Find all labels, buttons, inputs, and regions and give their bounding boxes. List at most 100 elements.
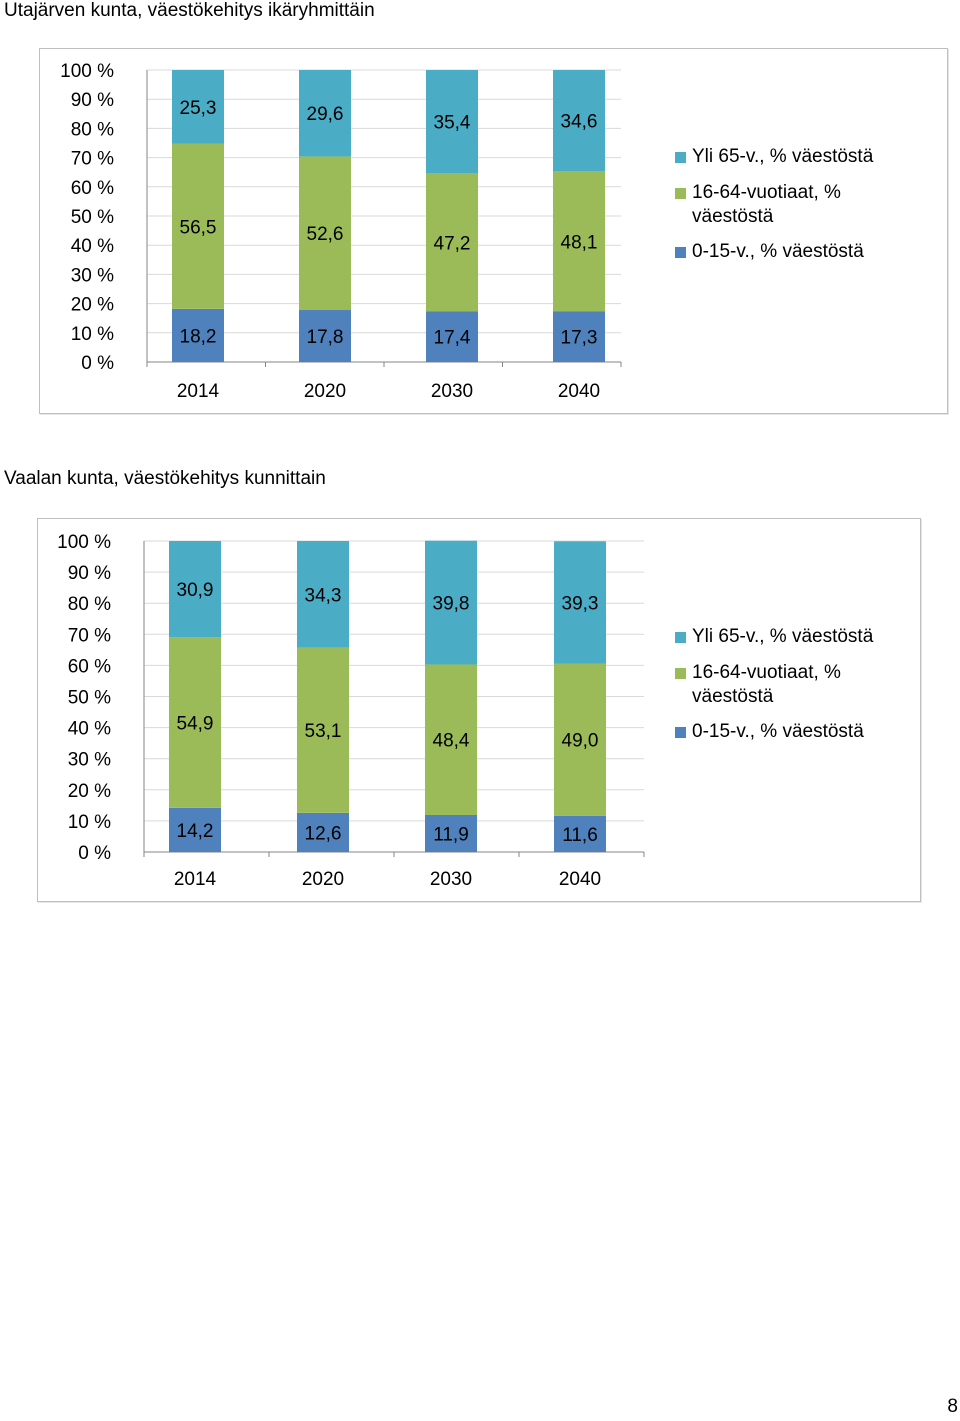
y-tick-label: 0 % [78, 843, 111, 864]
bar-segment-16-64-2014 [169, 637, 221, 808]
legend-item-over-65: Yli 65-v., % väestöstä [675, 145, 873, 169]
x-tick-label: 2040 [558, 381, 600, 402]
legend-swatch-0-15 [675, 727, 686, 738]
chart-2-legend: Yli 65-v., % väestöstä 16-64-vuotiaat, %… [675, 625, 873, 744]
data-label: 39,8 [433, 594, 470, 615]
bar-segment-16-64-2040 [554, 663, 606, 816]
x-tick-label: 2020 [304, 381, 346, 402]
data-label: 48,4 [433, 731, 470, 752]
chart-2-frame: 100 % 90 % 80 % 70 % 60 % 50 % 40 % 30 % 20 % 10 … [37, 518, 921, 902]
chart-2-plot: 100 % 90 % 80 % 70 % 60 % 50 % 40 % 30 % 20 % 10 … [57, 532, 645, 890]
bar-segment-0-15-2040 [553, 311, 605, 362]
legend-swatch-16-64 [675, 188, 686, 199]
legend-label-over-65: Yli 65-v., % väestöstä [692, 146, 874, 167]
data-label: 25,3 [180, 98, 217, 119]
legend-swatch-over-65 [675, 152, 686, 163]
legend-label-16-64-line1: 16-64-vuotiaat, % [692, 662, 841, 683]
y-tick-label: 100 % [60, 61, 114, 82]
legend-swatch-16-64 [675, 668, 686, 679]
bar-segment-over-65-2014 [172, 70, 224, 144]
bar-segment-over-65-2014 [169, 541, 221, 638]
y-tick-label: 90 % [71, 90, 114, 111]
x-tick-label: 2040 [559, 869, 601, 890]
x-tick-label: 2020 [302, 869, 344, 890]
y-tick-label: 10 % [71, 324, 114, 345]
y-tick-label: 70 % [71, 149, 114, 170]
data-label: 47,2 [434, 233, 471, 254]
data-label: 53,1 [305, 721, 342, 742]
x-tick-label: 2030 [430, 869, 472, 890]
data-label: 17,3 [561, 328, 598, 349]
data-label: 39,3 [562, 593, 599, 614]
bar-segment-over-65-2040 [553, 70, 605, 172]
y-tick-label: 50 % [68, 688, 111, 709]
data-label: 34,3 [305, 585, 342, 606]
legend-label-16-64-line2: väestöstä [692, 206, 774, 227]
y-tick-label: 40 % [71, 236, 114, 257]
bar-segment-over-65-2020 [297, 541, 349, 648]
bar-segment-over-65-2020 [299, 70, 351, 157]
y-tick-label: 60 % [68, 656, 111, 677]
x-tick-label: 2014 [174, 869, 217, 890]
data-label: 34,6 [561, 112, 598, 133]
data-label: 11,9 [433, 824, 469, 845]
x-tick-label: 2030 [431, 381, 473, 402]
y-tick-label: 40 % [68, 719, 111, 740]
bar-segment-0-15-2014 [169, 807, 221, 852]
data-label: 56,5 [180, 217, 217, 238]
data-label: 18,2 [180, 326, 217, 347]
data-label: 49,0 [562, 731, 599, 752]
bar-segment-0-15-2030 [425, 814, 477, 852]
data-label: 35,4 [434, 113, 471, 134]
bar-segment-16-64-2020 [297, 647, 349, 813]
data-label: 12,6 [305, 823, 342, 844]
data-label: 11,6 [562, 825, 598, 846]
data-label: 29,6 [307, 104, 344, 125]
chart-1-frame: 100 % 90 % 80 % 70 % 60 % 50 % 40 % 30 % 20 % 10 … [39, 48, 948, 414]
bar-segment-0-15-2014 [172, 308, 224, 362]
page-number: 8 [947, 1396, 958, 1417]
legend-label-16-64-line1: 16-64-vuotiaat, % [692, 182, 841, 203]
legend-label-over-65: Yli 65-v., % väestöstä [692, 626, 874, 647]
bar-segment-16-64-2030 [425, 664, 477, 815]
data-label: 14,2 [177, 821, 214, 842]
bar-segment-16-64-2014 [172, 143, 224, 309]
bar-segment-0-15-2020 [299, 310, 351, 362]
y-tick-label: 100 % [57, 532, 111, 553]
legend-item-16-64: 16-64-vuotiaat, % väestöstä [675, 661, 873, 709]
y-tick-label: 50 % [71, 207, 114, 228]
data-label: 52,6 [307, 224, 344, 245]
y-tick-label: 0 % [81, 353, 114, 374]
y-tick-label: 20 % [68, 781, 111, 802]
legend-item-over-65: Yli 65-v., % väestöstä [675, 625, 873, 649]
data-label: 48,1 [561, 232, 598, 253]
y-tick-label: 80 % [68, 594, 111, 615]
bar-segment-16-64-2020 [299, 156, 351, 311]
legend-item-0-15: 0-15-v., % väestöstä [675, 720, 873, 744]
bar-segment-0-15-2040 [554, 815, 606, 852]
y-tick-label: 10 % [68, 812, 111, 833]
data-label: 54,9 [177, 713, 214, 734]
bar-segment-16-64-2040 [553, 171, 605, 312]
chart-2-title: Vaalan kunta, väestökehitys kunnittain [4, 468, 326, 489]
y-tick-label: 90 % [68, 563, 111, 584]
y-tick-label: 20 % [71, 295, 114, 316]
bar-segment-over-65-2030 [426, 70, 478, 174]
bar-segment-over-65-2030 [425, 540, 477, 665]
legend-label-0-15: 0-15-v., % väestöstä [692, 721, 864, 742]
y-tick-label: 30 % [68, 750, 111, 771]
data-label: 17,4 [434, 328, 471, 349]
legend-swatch-0-15 [675, 247, 686, 258]
chart-1-plot: 100 % 90 % 80 % 70 % 60 % 50 % 40 % 30 % 20 % 10 … [60, 61, 622, 402]
data-label: 17,8 [307, 327, 344, 348]
chart-1-legend: Yli 65-v., % väestöstä 16-64-vuotiaat, %… [675, 145, 873, 264]
bar-segment-over-65-2040 [554, 541, 606, 664]
legend-swatch-over-65 [675, 632, 686, 643]
bar-segment-0-15-2020 [297, 812, 349, 852]
bar-segment-0-15-2030 [426, 311, 478, 362]
bar-segment-16-64-2030 [426, 173, 478, 312]
y-tick-label: 80 % [71, 119, 114, 140]
legend-item-0-15: 0-15-v., % väestöstä [675, 240, 873, 264]
legend-label-0-15: 0-15-v., % väestöstä [692, 241, 864, 262]
legend-item-16-64: 16-64-vuotiaat, % väestöstä [675, 181, 873, 229]
